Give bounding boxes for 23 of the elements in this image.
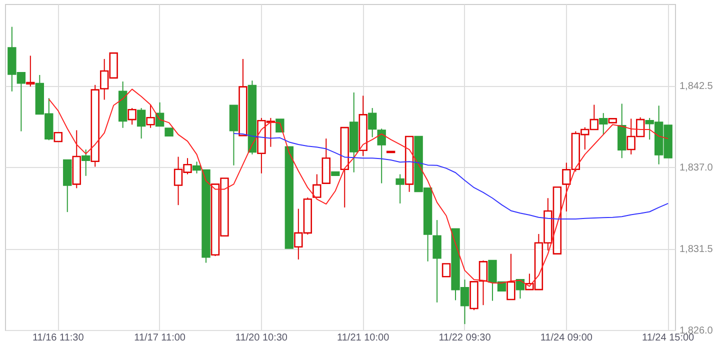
y-tick-label: 1,837.0 [680, 162, 714, 174]
candlestick [26, 55, 35, 88]
candlestick [442, 263, 451, 278]
x-tick-label: 11/24 09:00 [540, 332, 593, 344]
candlestick [82, 149, 90, 176]
candlestick [136, 108, 146, 140]
line-series [233, 133, 669, 220]
candlestick [396, 174, 404, 204]
candlestick [599, 112, 608, 136]
candlestick [312, 174, 322, 198]
candlestick [368, 108, 377, 138]
x-tick-label: 11/17 11:00 [134, 332, 186, 344]
candlestick [128, 108, 136, 126]
x-tick-label: 11/20 10:30 [235, 332, 288, 344]
x-tick-label: 11/22 09:30 [438, 332, 492, 344]
x-tick-label: 11/21 10:00 [337, 332, 390, 344]
candlestick [146, 104, 155, 128]
candlestick [432, 220, 442, 303]
y-tick-label: 1,842.5 [680, 81, 714, 92]
y-tick-label: 1,831.5 [680, 244, 714, 255]
candlestick [506, 253, 516, 300]
candlestick [377, 128, 386, 184]
x-tick-label: 11/16 11:30 [32, 332, 84, 344]
